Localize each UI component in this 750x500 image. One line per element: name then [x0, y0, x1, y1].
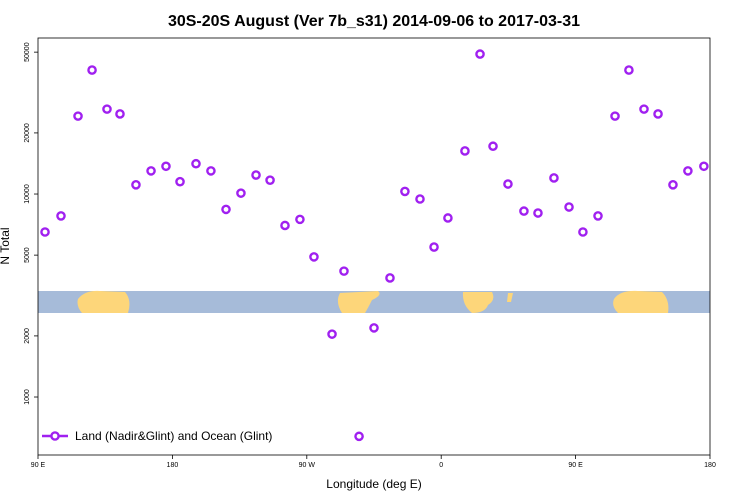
data-point	[102, 104, 112, 114]
data-point	[624, 65, 634, 75]
x-tick-label: 180	[167, 462, 179, 469]
data-point	[87, 65, 97, 75]
data-point	[460, 146, 470, 156]
data-point	[443, 213, 453, 223]
data-point	[175, 176, 185, 187]
data-point	[73, 111, 83, 121]
plot-frame	[37, 37, 711, 456]
data-point	[578, 227, 588, 237]
data-point	[327, 329, 337, 339]
data-point	[236, 188, 246, 198]
data-point	[475, 49, 485, 59]
x-tick-label: 90 W	[299, 462, 316, 469]
data-point	[115, 109, 125, 119]
data-point	[533, 208, 543, 218]
y-tick-label: 20000	[24, 123, 31, 143]
data-point	[653, 109, 663, 119]
x-tick-label: 180	[704, 462, 716, 469]
data-point	[369, 323, 379, 333]
chart-title: 30S-20S August (Ver 7b_s31) 2014-09-06 t…	[168, 13, 580, 30]
data-point	[683, 166, 693, 176]
data-point	[610, 111, 620, 121]
data-point	[488, 141, 498, 152]
y-tick-label: 50000	[24, 42, 31, 62]
data-point	[251, 170, 261, 180]
data-point	[265, 175, 275, 185]
y-tick-label: 1000	[24, 389, 31, 405]
data-point	[309, 252, 319, 262]
y-tick-label: 10000	[24, 184, 31, 204]
data-point	[161, 161, 171, 172]
data-point	[206, 166, 216, 176]
data-point	[593, 211, 603, 221]
legend-marker	[50, 431, 60, 441]
data-point	[699, 161, 709, 172]
data-point	[339, 266, 349, 276]
data-point	[503, 179, 513, 189]
data-point	[519, 206, 529, 216]
data-point	[639, 104, 649, 114]
y-tick-label: 5000	[24, 247, 31, 263]
data-point	[146, 166, 156, 176]
x-tick-label: 0	[439, 462, 443, 469]
data-point	[385, 273, 395, 283]
data-point	[564, 202, 574, 212]
x-tick-label: 90 E	[31, 462, 46, 469]
x-tick-label: 90 E	[568, 462, 583, 469]
legend-label: Land (Nadir&Glint) and Ocean (Glint)	[75, 429, 272, 443]
x-axis-label: Longitude (deg E)	[326, 477, 421, 491]
y-tick-label: 2000	[24, 328, 31, 344]
data-point	[354, 431, 364, 442]
data-point	[429, 242, 439, 252]
map-band	[38, 290, 710, 313]
data-point	[400, 186, 410, 197]
data-point	[295, 214, 305, 225]
data-point	[56, 211, 66, 221]
data-point	[191, 158, 201, 169]
data-point	[280, 220, 290, 231]
data-point	[40, 227, 50, 237]
data-point	[131, 180, 141, 190]
data-point	[549, 173, 559, 183]
y-axis-label: N Total	[0, 227, 12, 264]
data-point	[415, 194, 425, 204]
data-point	[221, 204, 231, 215]
data-point	[668, 180, 678, 190]
